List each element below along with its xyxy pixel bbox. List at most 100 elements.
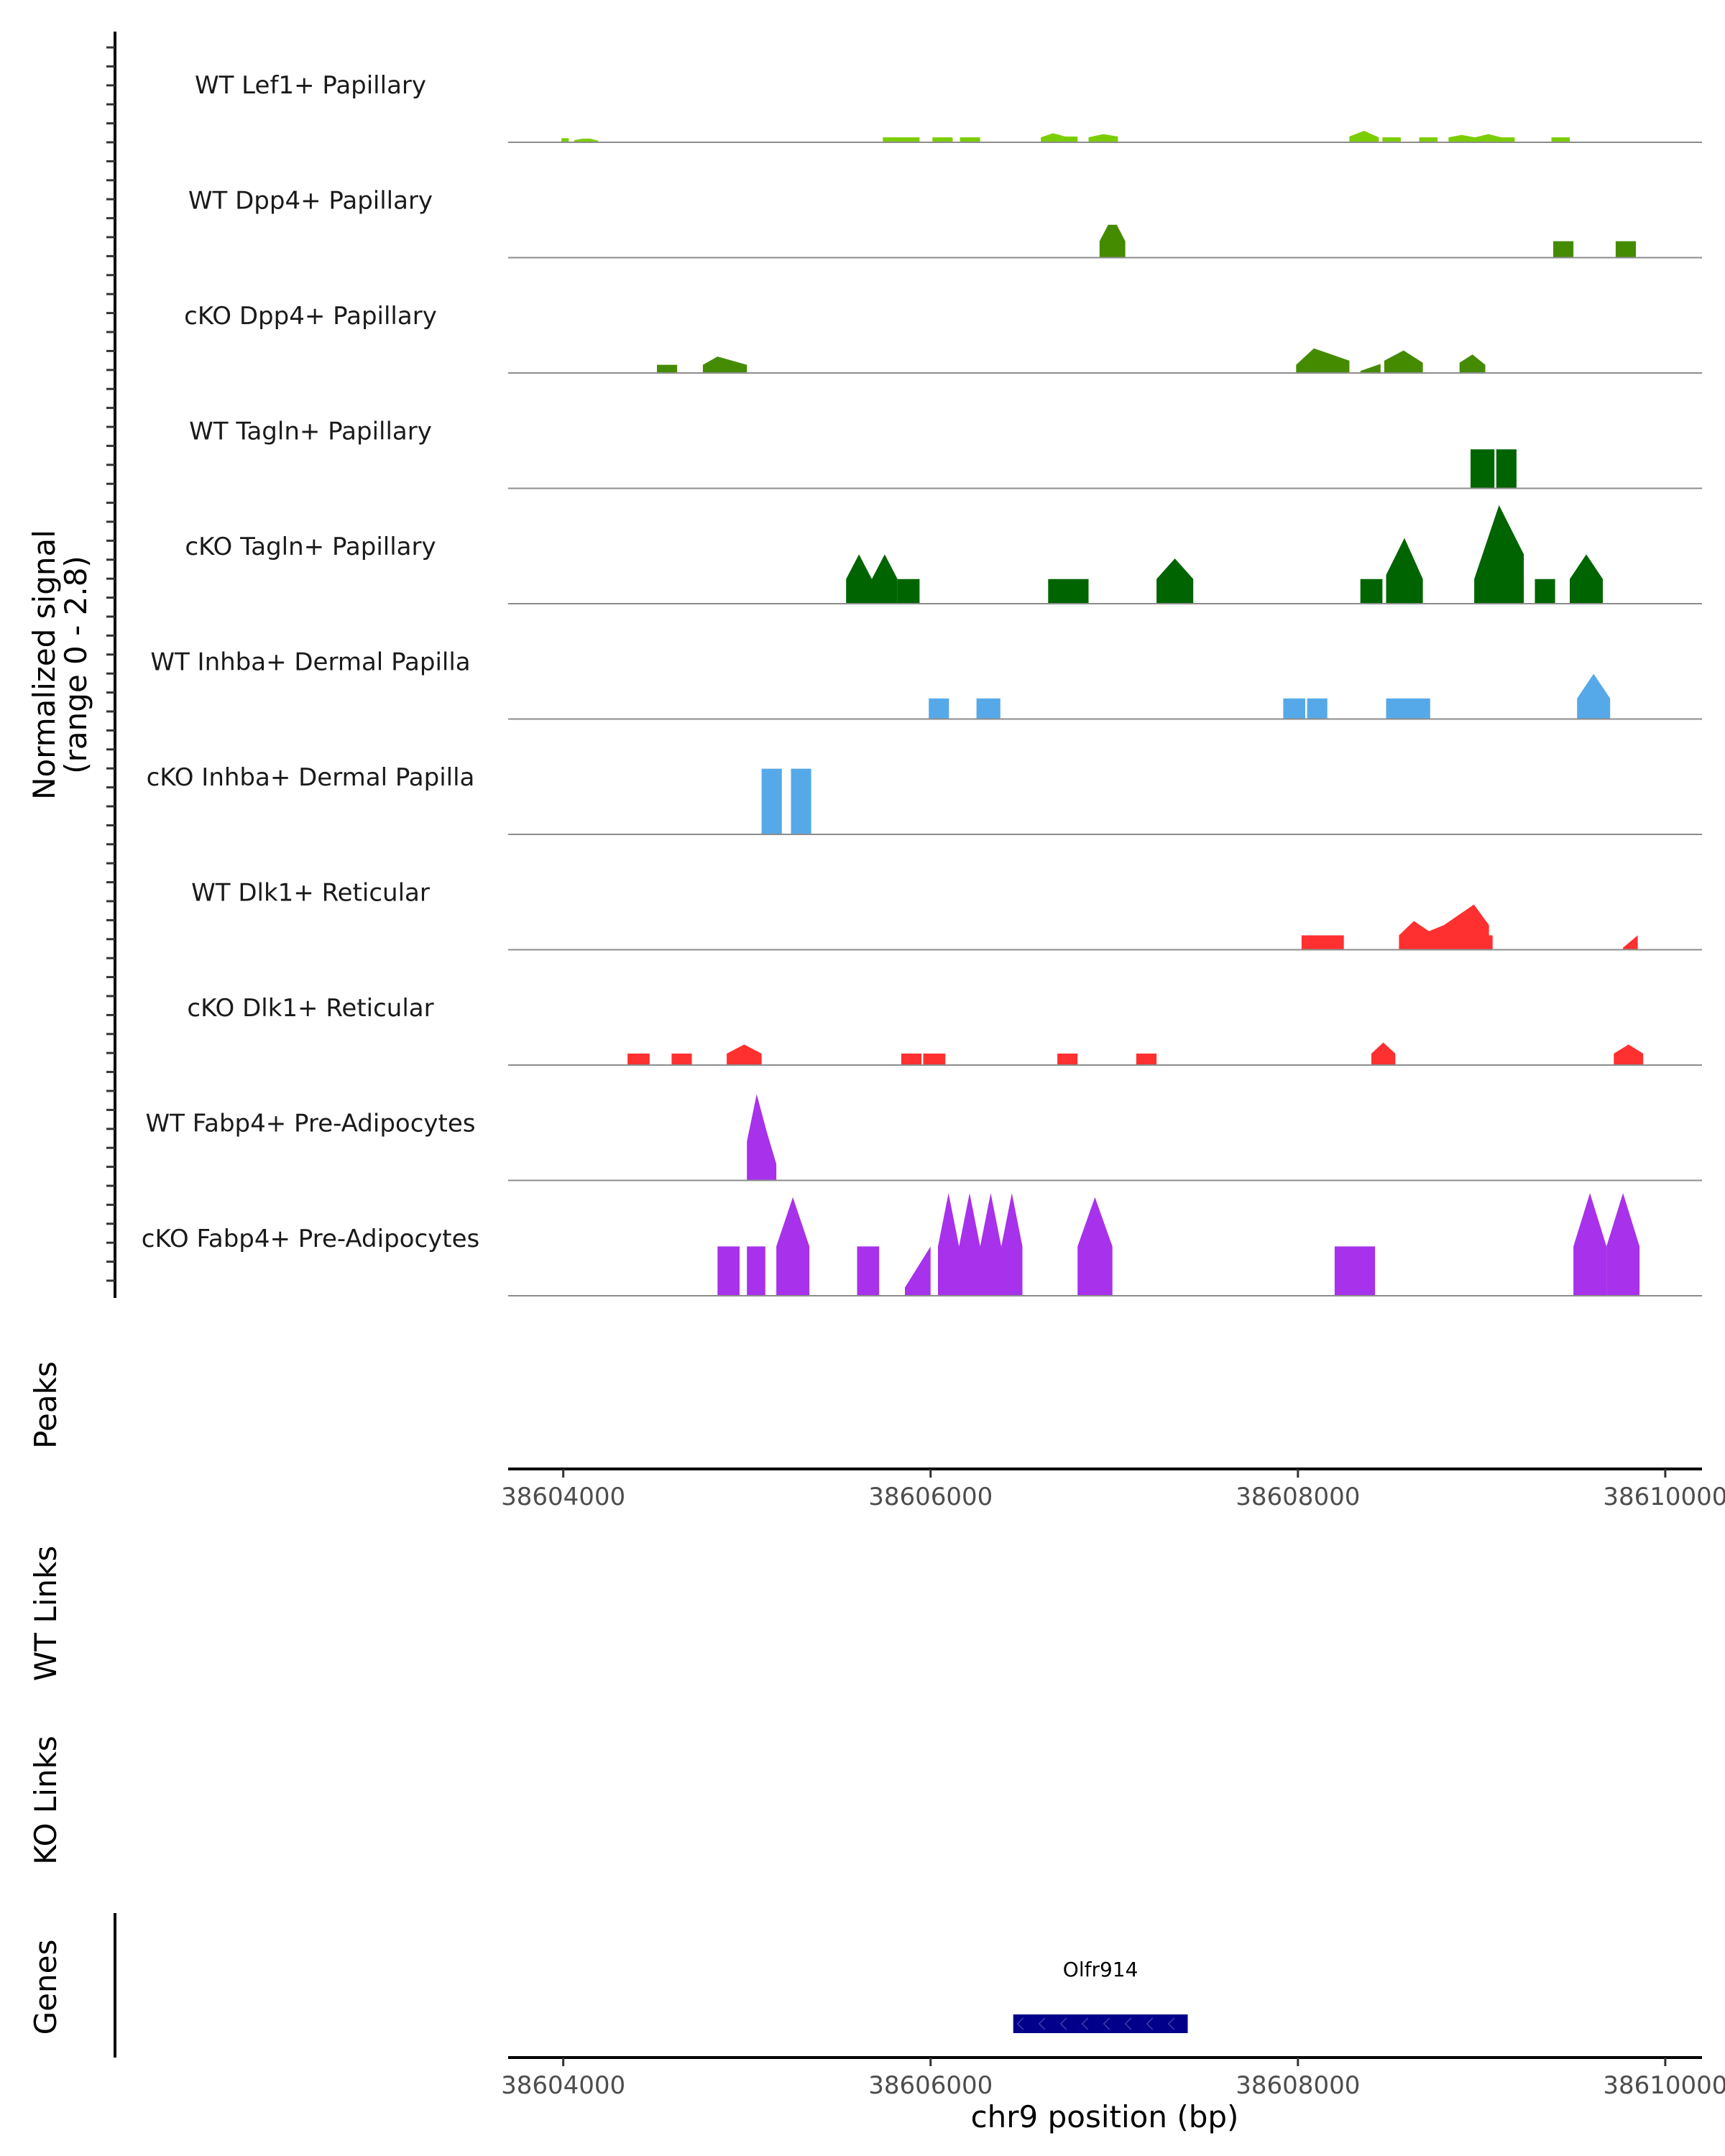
x-tick-label: 38608000: [1236, 1483, 1360, 1511]
coverage-peak: [1048, 579, 1089, 604]
track-1: WT Lef1+ Papillary: [195, 71, 1702, 143]
coverage-peak: [1496, 449, 1517, 489]
strand-arrow-icon: [1016, 2017, 1024, 2030]
gene-track: Olfr914: [1013, 1958, 1188, 2033]
coverage-peak: [1399, 904, 1489, 950]
y-axis-label-line-2: (range 0 - 2.8): [58, 556, 93, 774]
strand-arrow-icon: [1081, 2017, 1089, 2030]
coverage-peak: [1386, 538, 1423, 604]
coverage-peak: [657, 364, 678, 373]
coverage-peak: [791, 768, 811, 834]
strand-arrow-icon: [1124, 2017, 1132, 2030]
coverage-peak: [776, 1197, 810, 1296]
track-3: cKO Dpp4+ Papillary: [184, 302, 1702, 374]
x-axis-label: chr9 position (bp): [971, 2099, 1239, 2134]
coverage-peak: [1307, 698, 1328, 719]
coverage-peak: [627, 1054, 650, 1065]
coverage-y-ticks: [106, 46, 115, 1282]
peaks-panel-label: Peaks: [28, 1361, 63, 1449]
track-4: WT Tagln+ Papillary: [189, 418, 1702, 489]
coverage-peak: [1384, 350, 1423, 373]
x-tick-label: 38604000: [501, 2071, 625, 2100]
coverage-peak: [1614, 1044, 1644, 1065]
coverage-peak: [1471, 449, 1495, 489]
track-5: cKO Tagln+ Papillary: [185, 505, 1702, 604]
coverage-peak: [1623, 935, 1638, 950]
track-label: WT Lef1+ Papillary: [195, 71, 426, 100]
coverage-peak: [717, 1246, 740, 1296]
coverage-peak: [1606, 1193, 1640, 1296]
strand-arrow-icon: [1167, 2017, 1175, 2030]
track-11: cKO Fabp4+ Pre-Adipocytes: [142, 1193, 1702, 1296]
track-label: cKO Dlk1+ Reticular: [187, 994, 433, 1023]
coverage-peak: [1334, 1246, 1376, 1296]
x-tick-label: 38606000: [868, 2071, 993, 2100]
strand-arrow-icon: [1146, 2017, 1154, 2030]
strand-arrow-icon: [1038, 2017, 1046, 2030]
track-8: WT Dlk1+ Reticular: [191, 879, 1702, 951]
gene-label: Olfr914: [1063, 1958, 1138, 1981]
y-axis-label: Normalized signal (range 0 - 2.8): [27, 530, 93, 800]
coverage-peak: [1573, 1193, 1607, 1296]
coverage-peak: [1615, 241, 1636, 258]
x-tick-label: 38610000: [1603, 2071, 1725, 2100]
coverage-peak: [1156, 558, 1194, 604]
coverage-peak: [1360, 579, 1383, 604]
track-label: cKO Dpp4+ Papillary: [184, 302, 437, 331]
track-2: WT Dpp4+ Papillary: [188, 187, 1702, 259]
track-10: WT Fabp4+ Pre-Adipocytes: [146, 1094, 1702, 1181]
track-label: WT Dpp4+ Papillary: [188, 187, 433, 216]
coverage-peak: [897, 579, 920, 604]
coverage-peak: [1448, 134, 1515, 142]
coverage-peak: [929, 698, 949, 719]
coverage-peak: [1077, 1197, 1113, 1296]
coverage-peak: [846, 554, 898, 604]
x-tick-label: 38604000: [501, 1483, 625, 1511]
coverage-peak: [976, 698, 1000, 719]
coverage-peak: [1570, 554, 1603, 604]
coverage-peak: [1099, 224, 1126, 258]
gene-body: [1013, 2014, 1188, 2033]
coverage-peak: [1283, 698, 1305, 719]
coverage-peak: [1382, 137, 1401, 142]
coverage-peak: [1419, 137, 1438, 142]
track-label: cKO Inhba+ Dermal Papilla: [147, 763, 475, 792]
coverage-peak: [727, 1044, 762, 1065]
coverage-peak: [883, 137, 920, 142]
coverage-peak: [671, 1054, 692, 1065]
coverage-peak: [857, 1246, 880, 1296]
genes-panel-label: Genes: [28, 1940, 63, 2035]
coverage-peak: [702, 356, 748, 373]
coverage-peak: [1301, 935, 1344, 950]
strand-arrow-icon: [1059, 2017, 1067, 2030]
track-label: cKO Fabp4+ Pre-Adipocytes: [142, 1225, 480, 1253]
genes-x-ticks: 38604000 38606000 38608000 38610000: [501, 2058, 1725, 2100]
coverage-peak: [1041, 133, 1078, 142]
coverage-peak: [1551, 137, 1570, 142]
track-6: WT Inhba+ Dermal Papilla: [150, 648, 1702, 720]
coverage-peak: [1371, 1042, 1396, 1065]
coverage-peak: [1349, 131, 1379, 142]
coverage-peak: [1466, 935, 1493, 950]
y-axis-label-line-1: Normalized signal: [27, 530, 62, 800]
track-label: WT Tagln+ Papillary: [189, 418, 432, 446]
coverage-peak: [905, 1246, 931, 1296]
coverage-tracks: WT Lef1+ Papillary WT Dpp4+ Papillary cKO …: [142, 71, 1702, 1296]
coverage-peak: [938, 1193, 1023, 1296]
coverage-peak: [1459, 354, 1486, 373]
coverage-peak: [574, 138, 599, 142]
track-label: cKO Tagln+ Papillary: [185, 533, 436, 561]
coverage-peak: [1474, 505, 1524, 604]
coverage-peak: [1360, 364, 1381, 373]
coverage-peak: [1088, 134, 1118, 142]
ko-links-panel-label: KO Links: [28, 1736, 63, 1865]
coverage-peak: [561, 138, 569, 142]
x-tick-label: 38606000: [868, 1483, 993, 1511]
coverage-peak: [1577, 673, 1611, 719]
coverage-peak: [1296, 348, 1350, 373]
peaks-x-ticks: 38604000 38606000 38608000 38610000: [501, 1469, 1725, 1511]
coverage-peak: [1386, 698, 1430, 719]
coverage-peak: [1057, 1054, 1078, 1065]
coverage-peak: [1535, 579, 1555, 604]
